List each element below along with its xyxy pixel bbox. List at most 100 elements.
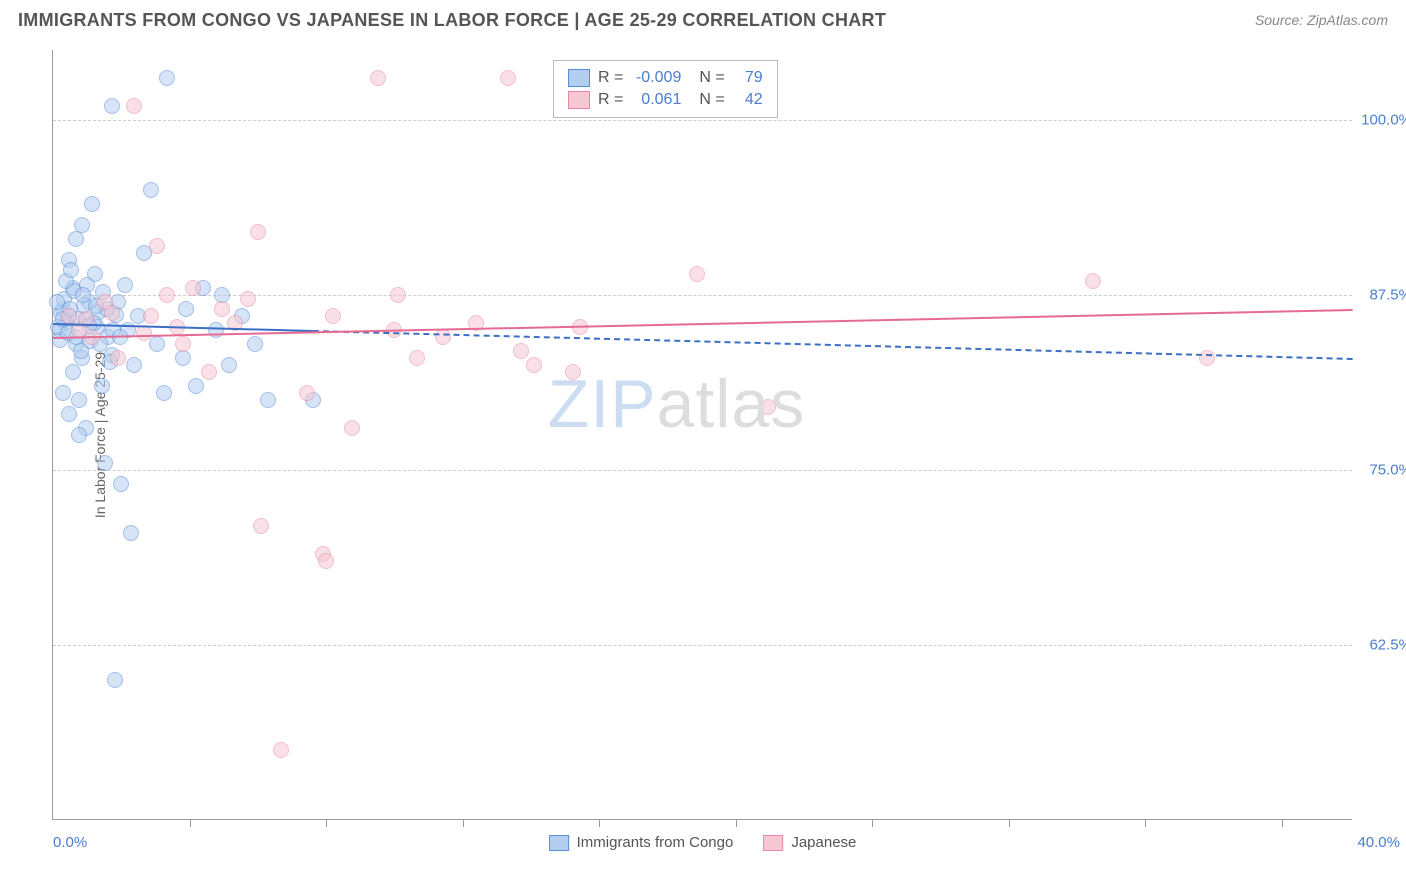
chart-title: IMMIGRANTS FROM CONGO VS JAPANESE IN LAB… bbox=[18, 10, 886, 31]
data-point-congo bbox=[159, 70, 175, 86]
legend-R-label: R = bbox=[598, 91, 623, 109]
x-tick bbox=[1009, 819, 1010, 827]
data-point-congo bbox=[113, 476, 129, 492]
legend-N-label: N = bbox=[699, 91, 724, 109]
bottom-legend-item-congo: Immigrants from Congo bbox=[549, 834, 734, 851]
bottom-legend-label: Japanese bbox=[791, 834, 856, 851]
legend-row-congo: R =-0.009N =79 bbox=[568, 67, 763, 89]
data-point-congo bbox=[94, 378, 110, 394]
bottom-legend-label: Immigrants from Congo bbox=[577, 834, 734, 851]
data-point-japanese bbox=[325, 308, 341, 324]
data-point-japanese bbox=[435, 329, 451, 345]
data-point-japanese bbox=[273, 742, 289, 758]
legend-R-label: R = bbox=[598, 69, 623, 87]
correlation-legend: R =-0.009N =79R =0.061N =42 bbox=[553, 60, 778, 118]
data-point-japanese bbox=[565, 364, 581, 380]
data-point-congo bbox=[61, 406, 77, 422]
data-point-japanese bbox=[370, 70, 386, 86]
data-point-congo bbox=[123, 525, 139, 541]
data-point-congo bbox=[63, 262, 79, 278]
bottom-legend-item-japanese: Japanese bbox=[763, 834, 856, 851]
data-point-congo bbox=[175, 350, 191, 366]
data-point-congo bbox=[73, 343, 89, 359]
data-point-japanese bbox=[104, 305, 120, 321]
data-point-japanese bbox=[143, 308, 159, 324]
x-tick bbox=[736, 819, 737, 827]
x-tick bbox=[326, 819, 327, 827]
data-point-congo bbox=[247, 336, 263, 352]
x-tick bbox=[190, 819, 191, 827]
data-point-congo bbox=[65, 364, 81, 380]
source-name: ZipAtlas.com bbox=[1307, 12, 1388, 28]
data-point-japanese bbox=[299, 385, 315, 401]
data-point-japanese bbox=[175, 336, 191, 352]
gridline bbox=[53, 120, 1352, 121]
data-point-congo bbox=[260, 392, 276, 408]
data-point-congo bbox=[221, 357, 237, 373]
data-point-congo bbox=[74, 217, 90, 233]
y-tick-label: 87.5% bbox=[1357, 287, 1406, 304]
data-point-japanese bbox=[1085, 273, 1101, 289]
x-axis-max-label: 40.0% bbox=[1357, 834, 1400, 851]
x-axis-min-label: 0.0% bbox=[53, 834, 87, 851]
trendline-dashed-congo bbox=[313, 330, 1353, 360]
chart-area: In Labor Force | Age 25-29 62.5%75.0%87.… bbox=[52, 50, 1352, 820]
data-point-japanese bbox=[185, 280, 201, 296]
data-point-japanese bbox=[253, 518, 269, 534]
x-tick bbox=[599, 819, 600, 827]
data-point-japanese bbox=[1199, 350, 1215, 366]
bottom-legend-swatch-icon bbox=[763, 835, 783, 851]
plot-area: 62.5%75.0%87.5%100.0% bbox=[53, 50, 1352, 819]
data-point-japanese bbox=[240, 291, 256, 307]
data-point-japanese bbox=[159, 287, 175, 303]
x-tick bbox=[1145, 819, 1146, 827]
data-point-japanese bbox=[689, 266, 705, 282]
gridline bbox=[53, 645, 1352, 646]
legend-swatch-icon bbox=[568, 91, 590, 109]
data-point-japanese bbox=[126, 98, 142, 114]
data-point-congo bbox=[55, 385, 71, 401]
data-point-japanese bbox=[201, 364, 217, 380]
data-point-congo bbox=[156, 385, 172, 401]
data-point-japanese bbox=[214, 301, 230, 317]
data-point-congo bbox=[71, 392, 87, 408]
data-point-congo bbox=[107, 672, 123, 688]
data-point-japanese bbox=[513, 343, 529, 359]
x-tick bbox=[872, 819, 873, 827]
data-point-congo bbox=[178, 301, 194, 317]
data-point-japanese bbox=[318, 553, 334, 569]
data-point-congo bbox=[149, 336, 165, 352]
data-point-congo bbox=[71, 427, 87, 443]
legend-N-value: 42 bbox=[733, 91, 763, 109]
legend-R-value: 0.061 bbox=[631, 91, 681, 109]
y-tick-label: 75.0% bbox=[1357, 462, 1406, 479]
data-point-japanese bbox=[526, 357, 542, 373]
y-tick-label: 62.5% bbox=[1357, 637, 1406, 654]
data-point-congo bbox=[126, 357, 142, 373]
data-point-japanese bbox=[409, 350, 425, 366]
data-point-japanese bbox=[344, 420, 360, 436]
source-prefix: Source: bbox=[1255, 12, 1307, 28]
x-tick bbox=[1282, 819, 1283, 827]
data-point-congo bbox=[84, 196, 100, 212]
data-point-japanese bbox=[760, 399, 776, 415]
series-legend: Immigrants from Congo Japanese bbox=[549, 834, 857, 851]
data-point-japanese bbox=[61, 308, 77, 324]
data-point-congo bbox=[188, 378, 204, 394]
data-point-japanese bbox=[110, 350, 126, 366]
source-attribution: Source: ZipAtlas.com bbox=[1255, 12, 1388, 30]
data-point-japanese bbox=[500, 70, 516, 86]
y-tick-label: 100.0% bbox=[1357, 112, 1406, 129]
legend-N-label: N = bbox=[699, 69, 724, 87]
data-point-japanese bbox=[390, 287, 406, 303]
data-point-congo bbox=[104, 98, 120, 114]
legend-R-value: -0.009 bbox=[631, 69, 681, 87]
legend-swatch-icon bbox=[568, 69, 590, 87]
data-point-japanese bbox=[250, 224, 266, 240]
data-point-congo bbox=[68, 231, 84, 247]
data-point-japanese bbox=[149, 238, 165, 254]
data-point-congo bbox=[143, 182, 159, 198]
x-tick bbox=[463, 819, 464, 827]
bottom-legend-swatch-icon bbox=[549, 835, 569, 851]
data-point-congo bbox=[117, 277, 133, 293]
